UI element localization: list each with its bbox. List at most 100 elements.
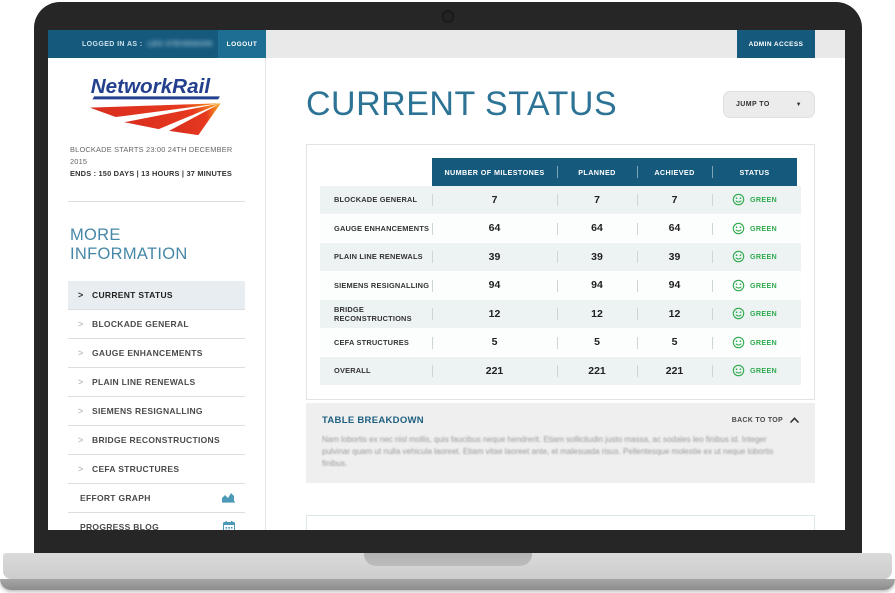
table-body: BLOCKADE GENERAL 7 7 7 GREEN GAUGE	[320, 186, 801, 386]
column-header-achieved: ACHIEVED	[637, 158, 712, 186]
table-breakdown-section: TABLE BREAKDOWN BACK TO TOP Nam lobortis…	[306, 402, 815, 483]
planned-value: 5	[557, 329, 637, 357]
achieved-value: 12	[637, 300, 712, 328]
table-header-spacer	[320, 158, 432, 186]
laptop-base-edge	[0, 579, 895, 590]
nav-label: BRIDGE RECONSTRUCTIONS	[92, 434, 220, 445]
nav-label: EFFORT GRAPH	[80, 492, 151, 503]
bar-chart-icon	[222, 492, 235, 503]
smiley-green-icon	[732, 336, 745, 349]
networkrail-logo: NetworkRail	[89, 75, 221, 136]
sidebar-item-gauge-enhancements[interactable]: > GAUGE ENHANCEMENTS	[68, 339, 245, 368]
achieved-value: 64	[637, 215, 712, 243]
row-label: GAUGE ENHANCEMENTS	[334, 223, 430, 233]
achieved-value: 7	[637, 186, 712, 214]
back-to-top-label: BACK TO TOP	[731, 416, 783, 424]
sidebar-item-plain-line-renewals[interactable]: > PLAIN LINE RENEWALS	[68, 368, 245, 397]
status-badge: GREEN	[749, 223, 778, 233]
screen: LOGGED IN AS : LEO STEVENSON LOGOUT ADMI…	[48, 30, 845, 530]
breakdown-body-text: Nam lobortis ex nec nisl mollis, quis fa…	[322, 434, 774, 469]
chevron-right-icon: >	[78, 347, 84, 358]
sidebar: NetworkRail BLOCKADE STARTS 23:00 24TH D…	[48, 58, 266, 530]
row-label: PLAIN LINE RENEWALS	[334, 252, 423, 262]
planned-value: 7	[557, 186, 637, 214]
sidebar-item-cefa-structures[interactable]: > CEFA STRUCTURES	[68, 455, 245, 484]
column-header-status: STATUS	[712, 158, 797, 186]
milestones-value: 64	[432, 215, 557, 243]
calendar-icon	[223, 520, 235, 530]
status-badge: GREEN	[749, 309, 778, 319]
laptop-bezel: LOGGED IN AS : LEO STEVENSON LOGOUT ADMI…	[34, 2, 862, 553]
status-cell: GREEN	[712, 243, 797, 271]
table-row: SIEMENS RESIGNALLING 94 94 94 GREEN	[320, 271, 801, 300]
sidebar-item-current-status[interactable]: > CURRENT STATUS	[68, 280, 245, 310]
chevron-right-icon: >	[78, 463, 84, 474]
table-row-overall: OVERALL 221 221 221 GREEN	[320, 357, 801, 386]
status-badge: GREEN	[749, 366, 778, 376]
row-label: SIEMENS RESIGNALLING	[334, 280, 430, 290]
sidebar-divider	[68, 200, 245, 202]
blockade-start-text: BLOCKADE STARTS 23:00 24TH DECEMBER 2015	[70, 145, 233, 167]
blockade-countdown: BLOCKADE STARTS 23:00 24TH DECEMBER 2015…	[48, 144, 265, 181]
chevron-right-icon: >	[78, 318, 84, 329]
status-badge: GREEN	[749, 280, 778, 290]
table-row: PLAIN LINE RENEWALS 39 39 39 GREEN	[320, 243, 801, 272]
sidebar-item-progress-blog[interactable]: PROGRESS BLOG	[68, 513, 245, 530]
status-table-card: NUMBER OF MILESTONES PLANNED ACHIEVED ST…	[306, 144, 815, 400]
logo-swoosh-middle	[123, 103, 221, 130]
planned-value: 64	[557, 215, 637, 243]
milestones-value: 5	[432, 329, 557, 357]
status-badge: GREEN	[749, 195, 778, 205]
smiley-green-icon	[732, 364, 745, 377]
chevron-right-icon: >	[78, 289, 84, 300]
page-title: CURRENT STATUS	[306, 85, 618, 123]
table-row: CEFA STRUCTURES 5 5 5 GREEN	[320, 328, 801, 357]
laptop-base	[3, 553, 892, 579]
logout-button[interactable]: LOGOUT	[218, 30, 266, 58]
nav-label: SIEMENS RESIGNALLING	[92, 405, 203, 416]
status-cell: GREEN	[712, 329, 797, 357]
smiley-green-icon	[732, 279, 745, 292]
jump-to-dropdown[interactable]: JUMP TO ▼	[723, 91, 815, 118]
smiley-green-icon	[732, 307, 745, 320]
chevron-up-icon	[790, 417, 799, 423]
sidebar-item-effort-graph[interactable]: EFFORT GRAPH	[68, 484, 245, 513]
nav-label: PLAIN LINE RENEWALS	[92, 376, 196, 387]
logged-in-label: LOGGED IN AS :	[82, 40, 143, 48]
next-section-partial	[306, 514, 815, 530]
top-bar: LOGGED IN AS : LEO STEVENSON LOGOUT ADMI…	[48, 30, 845, 58]
sidebar-item-blockade-general[interactable]: > BLOCKADE GENERAL	[68, 310, 245, 339]
planned-value: 39	[557, 243, 637, 271]
achieved-value: 94	[637, 272, 712, 300]
jump-to-label: JUMP TO	[736, 101, 770, 108]
planned-value: 12	[557, 300, 637, 328]
nav-label: BLOCKADE GENERAL	[92, 318, 189, 329]
chevron-right-icon: >	[78, 434, 84, 445]
status-badge: GREEN	[749, 337, 778, 347]
status-cell: GREEN	[712, 186, 797, 214]
sidebar-item-siemens-resignalling[interactable]: > SIEMENS RESIGNALLING	[68, 397, 245, 426]
planned-value: 221	[557, 357, 637, 385]
smiley-green-icon	[732, 222, 745, 235]
sidebar-item-bridge-reconstructions[interactable]: > BRIDGE RECONSTRUCTIONS	[68, 426, 245, 455]
status-cell: GREEN	[712, 357, 797, 385]
milestones-value: 7	[432, 186, 557, 214]
sidebar-nav: > CURRENT STATUS > BLOCKADE GENERAL > GA…	[68, 280, 245, 530]
milestones-value: 94	[432, 272, 557, 300]
column-header-planned: PLANNED	[557, 158, 637, 186]
back-to-top-link[interactable]: BACK TO TOP	[732, 417, 799, 424]
status-cell: GREEN	[712, 272, 797, 300]
logo-underline	[91, 96, 220, 100]
status-badge: GREEN	[749, 252, 778, 262]
achieved-value: 221	[637, 357, 712, 385]
milestones-value: 221	[432, 357, 557, 385]
column-header-milestones: NUMBER OF MILESTONES	[432, 158, 557, 186]
blockade-ends-text: ENDS : 150 DAYS | 13 HOURS | 37 MINUTES	[70, 169, 232, 179]
admin-access-button[interactable]: ADMIN ACCESS	[737, 30, 815, 58]
chevron-right-icon: >	[78, 376, 84, 387]
row-label: CEFA STRUCTURES	[334, 337, 409, 347]
table-header-row: NUMBER OF MILESTONES PLANNED ACHIEVED ST…	[320, 158, 801, 186]
main-content: CURRENT STATUS JUMP TO ▼ NUMBER OF MILES…	[266, 58, 845, 530]
status-cell: GREEN	[712, 300, 797, 328]
